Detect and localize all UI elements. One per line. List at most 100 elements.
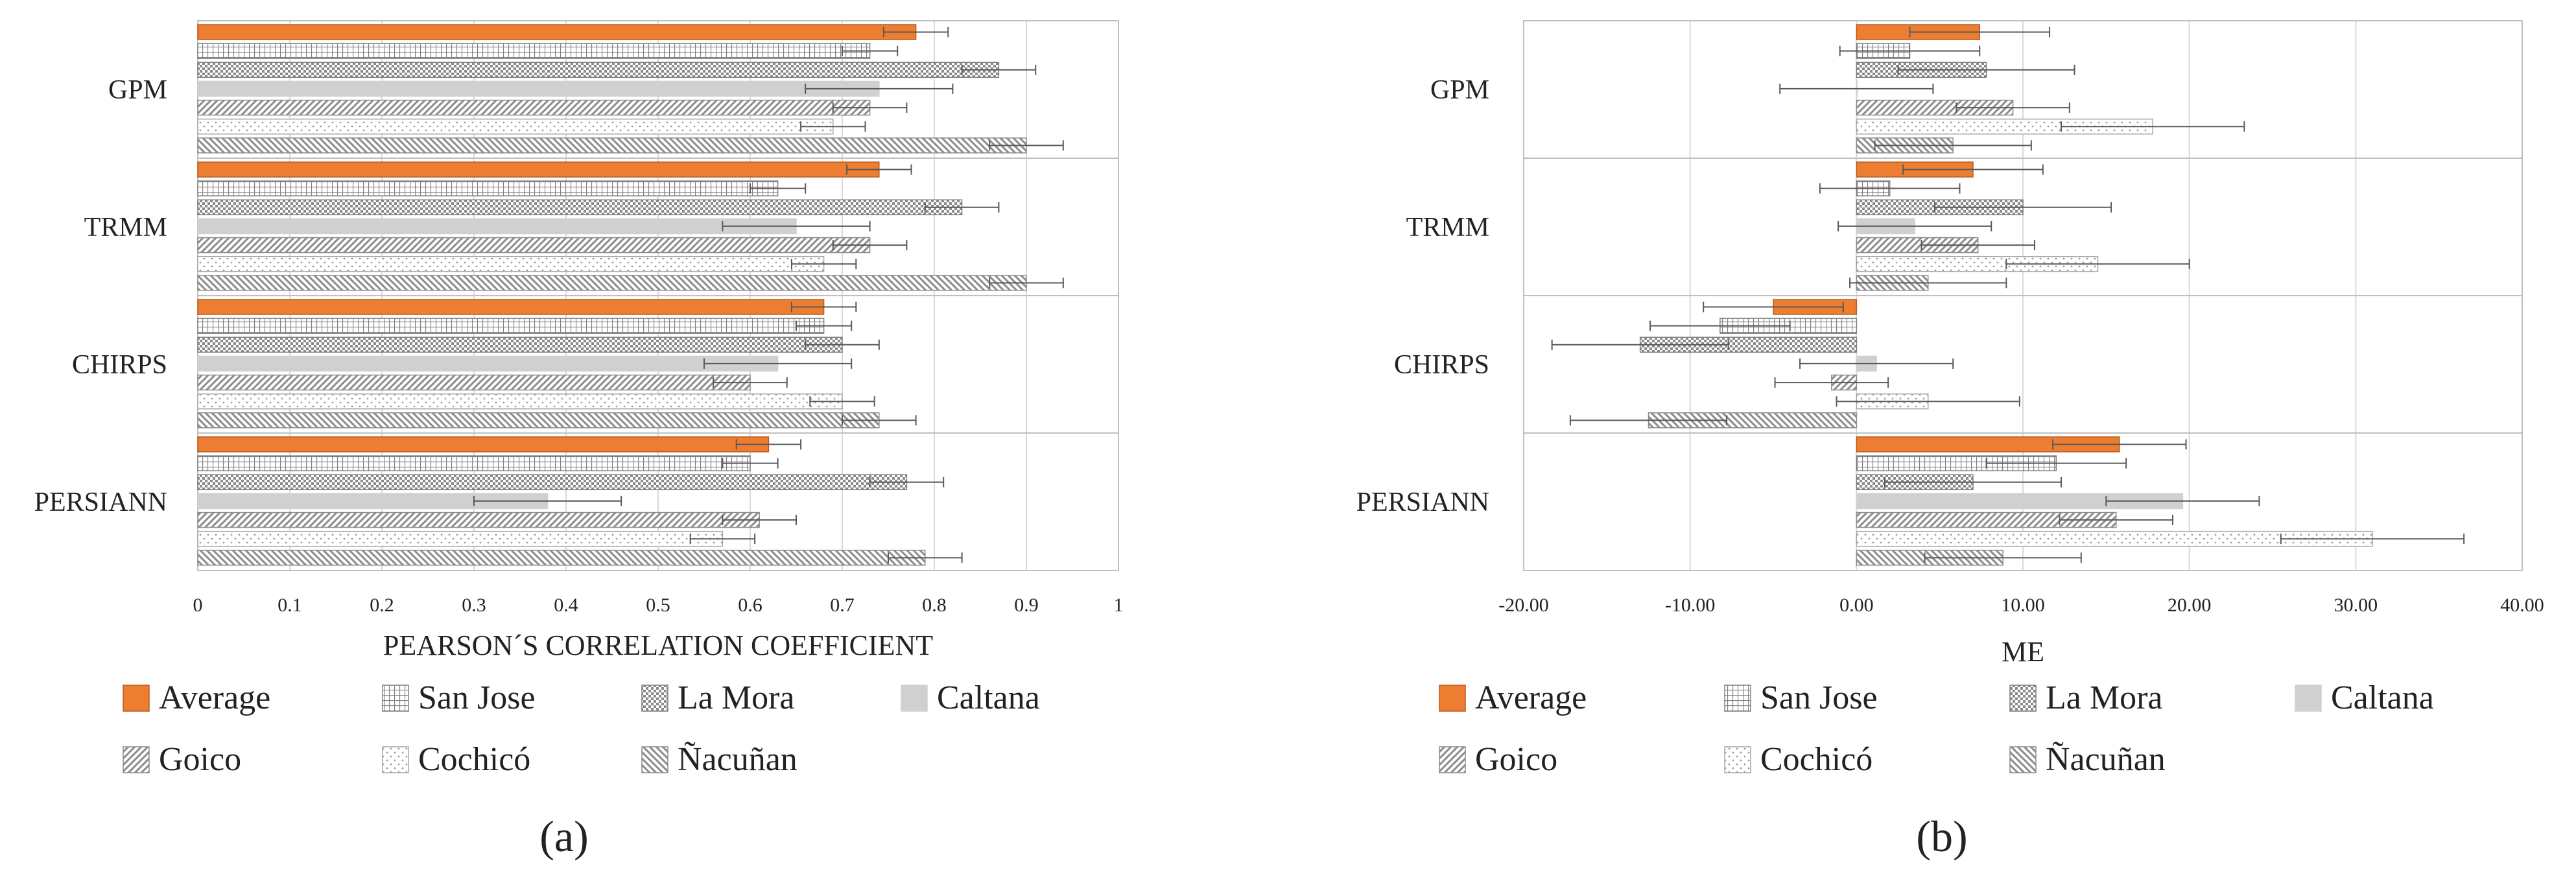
tick-label-a-9: 0.9 xyxy=(1014,594,1039,616)
legend-label-b-cochico: Cochicó xyxy=(1760,741,1873,778)
bar-a-persiann-nacunan xyxy=(197,550,926,566)
bar-a-trmm-san-jose xyxy=(197,180,779,196)
category-label-trmm: TRMM xyxy=(84,213,167,242)
legend-swatch-b-goico xyxy=(1439,746,1466,773)
category-label-trmm: TRMM xyxy=(1406,213,1489,242)
bar-a-gpm-average xyxy=(197,24,917,40)
legend-swatch-b-caltana xyxy=(2295,685,2322,712)
legend-swatch-b-cochico xyxy=(1724,746,1751,773)
tick-label-a-1: 0.1 xyxy=(278,594,302,616)
bar-a-trmm-la-mora xyxy=(197,199,963,216)
legend-label-a-goico: Goico xyxy=(159,741,241,778)
legend-swatch-a-goico xyxy=(123,746,150,773)
bar-a-persiann-average xyxy=(197,436,770,452)
chart-panel-a: GPM TRMM CHIRPS PERSIANN 0 0.1 0.2 0.3 0.4 0.5 0.6… xyxy=(34,20,1124,861)
legend-swatch-a-nacunan xyxy=(641,746,668,773)
tick-label-a-3: 0.3 xyxy=(462,594,486,616)
bar-a-chirps-nacunan xyxy=(197,412,880,428)
bar-a-chirps-caltana xyxy=(197,355,779,372)
legend-label-a-caltana: Caltana xyxy=(937,679,1040,716)
tick-label-b-4: 20.00 xyxy=(2168,594,2212,616)
legend-item-b-cochico: Cochicó xyxy=(1724,741,1873,778)
legend-item-a-goico: Goico xyxy=(123,741,241,778)
bar-a-persiann-goico xyxy=(197,511,760,528)
bar-a-persiann-la-mora xyxy=(197,474,908,491)
category-label-persiann: PERSIANN xyxy=(1356,487,1489,517)
legend-swatch-a-la-mora xyxy=(641,685,668,712)
panel-label-b: (b) xyxy=(1916,812,1967,861)
bar-a-chirps-average xyxy=(197,299,825,315)
legend-item-b-caltana: Caltana xyxy=(2295,679,2434,716)
bar-a-trmm-goico xyxy=(197,237,871,253)
legend-item-a-average: Average xyxy=(123,679,270,716)
bar-a-gpm-la-mora xyxy=(197,62,1000,78)
legend-item-a-cochico: Cochicó xyxy=(382,741,530,778)
legend-item-a-san-jose: San Jose xyxy=(382,679,536,716)
legend-item-a-la-mora: La Mora xyxy=(641,679,794,716)
bar-a-chirps-cochico xyxy=(197,393,843,410)
bar-a-gpm-san-jose xyxy=(197,43,871,59)
legend-item-b-goico: Goico xyxy=(1439,741,1557,778)
legend-item-b-nacunan: Ñacuñan xyxy=(2009,741,2166,778)
bar-a-gpm-nacunan xyxy=(197,137,1027,154)
bar-a-gpm-caltana xyxy=(197,80,880,97)
legend-label-b-caltana: Caltana xyxy=(2331,679,2434,716)
tick-label-b-0: -20.00 xyxy=(1498,594,1549,616)
bar-a-trmm-average xyxy=(197,161,880,178)
legend-item-a-caltana: Caltana xyxy=(901,679,1040,716)
bar-a-gpm-cochico xyxy=(197,118,834,135)
tick-label-b-3: 10.00 xyxy=(2001,594,2045,616)
tick-label-b-5: 30.00 xyxy=(2334,594,2378,616)
legend-label-b-average: Average xyxy=(1475,679,1587,716)
legend-label-b-san-jose: San Jose xyxy=(1760,679,1878,716)
category-label-chirps: CHIRPS xyxy=(1394,350,1489,380)
panel-label-a: (a) xyxy=(539,812,588,861)
legend-item-b-average: Average xyxy=(1439,679,1587,716)
legend-label-a-cochico: Cochicó xyxy=(418,741,530,778)
bar-a-chirps-san-jose xyxy=(197,318,825,334)
x-axis-title-a: PEARSON´S CORRELATION COEFFICIENT xyxy=(383,629,933,661)
bar-a-trmm-cochico xyxy=(197,255,825,272)
tick-label-b-1: -10.00 xyxy=(1665,594,1716,616)
tick-label-b-2: 0.00 xyxy=(1839,594,1874,616)
legend-label-a-average: Average xyxy=(159,679,270,716)
legend-swatch-b-nacunan xyxy=(2009,746,2037,773)
legend-label-a-san-jose: San Jose xyxy=(418,679,536,716)
tick-label-a-8: 0.8 xyxy=(922,594,947,616)
tick-label-a-0: 0 xyxy=(193,594,203,616)
bar-a-chirps-la-mora xyxy=(197,336,843,353)
legend-item-b-la-mora: La Mora xyxy=(2009,679,2162,716)
bar-a-gpm-goico xyxy=(197,99,871,116)
legend-label-b-nacunan: Ñacuñan xyxy=(2046,741,2166,778)
legend-swatch-b-average xyxy=(1439,685,1466,712)
bar-a-persiann-san-jose xyxy=(197,455,751,471)
tick-label-a-7: 0.7 xyxy=(830,594,855,616)
category-label-persiann: PERSIANN xyxy=(34,487,167,517)
category-label-chirps: CHIRPS xyxy=(72,350,167,380)
tick-label-a-4: 0.4 xyxy=(554,594,578,616)
legend-label-b-la-mora: La Mora xyxy=(2046,679,2162,716)
legend-swatch-b-la-mora xyxy=(2009,685,2037,712)
tick-label-a-10: 1 xyxy=(1114,594,1124,616)
tick-label-a-5: 0.5 xyxy=(646,594,670,616)
bar-a-persiann-cochico xyxy=(197,530,724,547)
x-axis-title-b: ME xyxy=(2002,636,2044,668)
legend-swatch-a-san-jose xyxy=(382,685,409,712)
tick-label-b-6: 40.00 xyxy=(2500,594,2544,616)
chart-panel-b: GPM TRMM CHIRPS PERSIANN -20.00 -10.00 0.00 10.… xyxy=(1356,20,2544,861)
legend-swatch-a-caltana xyxy=(901,685,928,712)
legend-item-b-san-jose: San Jose xyxy=(1724,679,1878,716)
legend-label-b-goico: Goico xyxy=(1475,741,1557,778)
legend-label-a-la-mora: La Mora xyxy=(678,679,794,716)
legend-label-a-nacunan: Ñacuñan xyxy=(678,741,798,778)
tick-label-a-2: 0.2 xyxy=(370,594,394,616)
legend-swatch-b-san-jose xyxy=(1724,685,1751,712)
legend-swatch-a-average xyxy=(123,685,150,712)
bar-a-trmm-nacunan xyxy=(197,275,1027,291)
category-label-gpm: GPM xyxy=(1430,75,1489,105)
legend-item-a-nacunan: Ñacuñan xyxy=(641,741,798,778)
category-label-gpm: GPM xyxy=(108,75,167,105)
legend-swatch-a-cochico xyxy=(382,746,409,773)
bar-a-trmm-caltana xyxy=(197,218,797,235)
